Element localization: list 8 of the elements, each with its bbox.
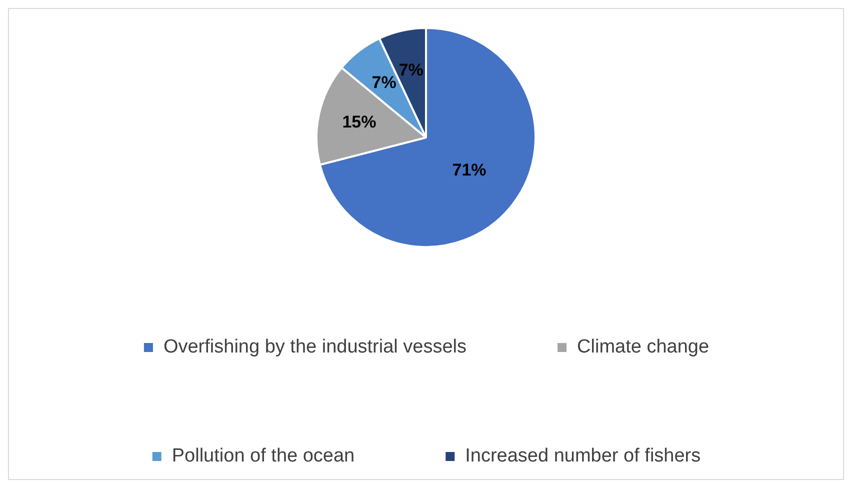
data-label: 7% <box>398 60 424 80</box>
data-label: 15% <box>342 112 376 132</box>
data-label: 71% <box>452 160 486 180</box>
legend-label: Overfishing by the industrial vessels <box>163 336 467 358</box>
legend-label: Climate change <box>577 336 710 358</box>
data-label: 7% <box>372 73 396 92</box>
legend-label: Pollution of the ocean <box>172 446 355 467</box>
legend-label: Increased number of fishers <box>465 446 701 467</box>
